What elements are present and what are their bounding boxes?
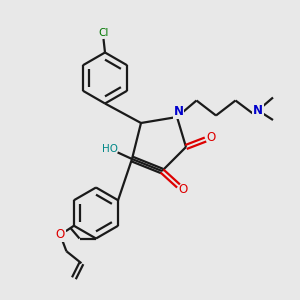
Text: N: N [173,105,184,118]
Text: O: O [178,183,188,196]
Text: HO: HO [101,143,118,154]
Text: O: O [206,130,215,144]
Text: Cl: Cl [98,28,109,38]
Text: N: N [253,104,263,117]
Text: O: O [56,228,65,241]
